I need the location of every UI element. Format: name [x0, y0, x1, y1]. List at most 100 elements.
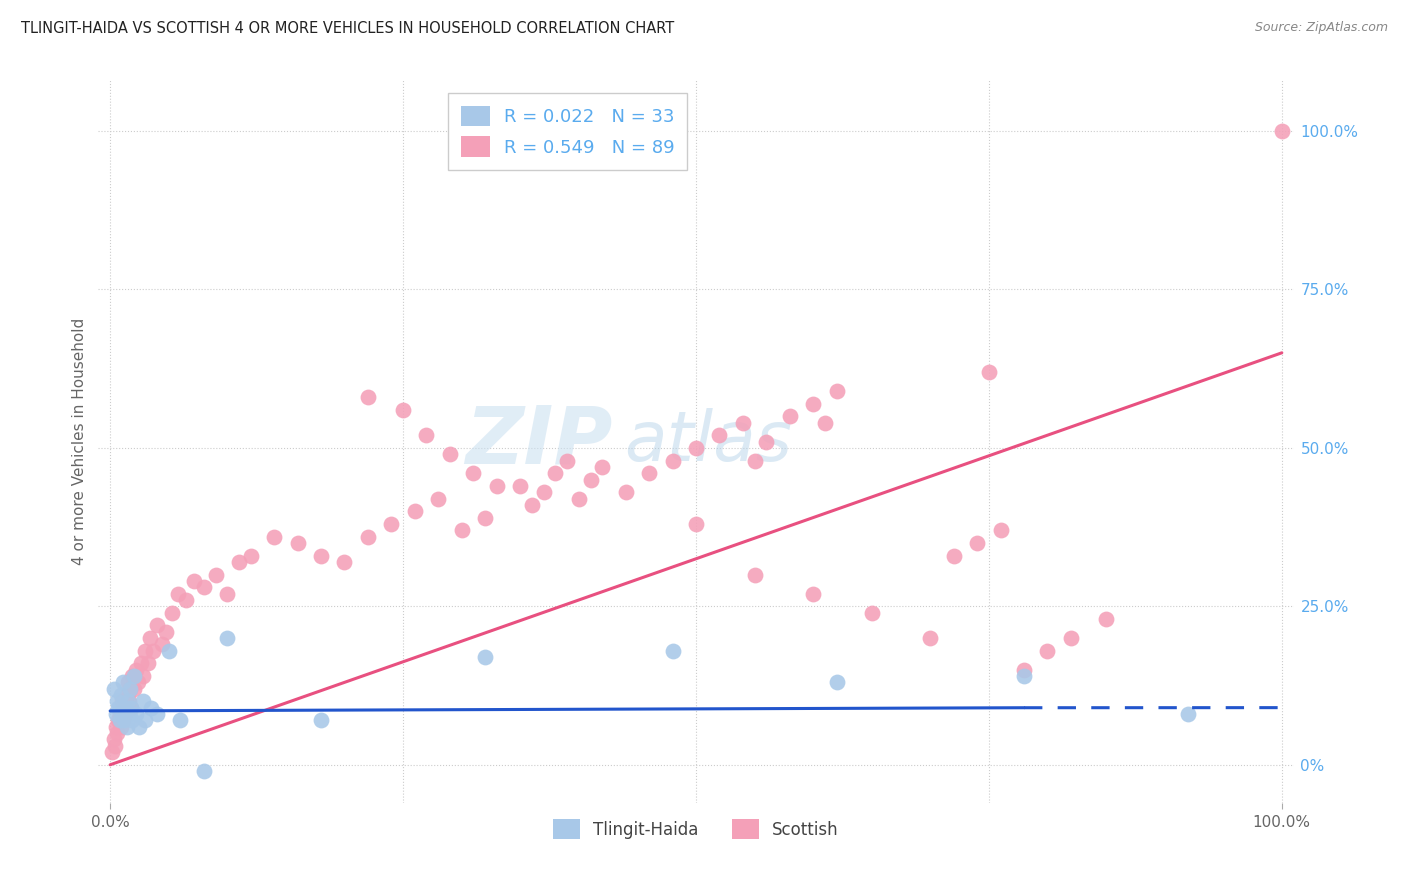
Point — [709, 428, 731, 442]
Point — [744, 567, 766, 582]
Point — [825, 675, 848, 690]
Point — [141, 700, 163, 714]
Point — [744, 453, 766, 467]
Point — [120, 681, 141, 696]
Point — [103, 732, 125, 747]
Point — [111, 707, 134, 722]
Point — [1012, 669, 1035, 683]
Point — [966, 536, 988, 550]
Point — [1060, 631, 1083, 645]
Point — [755, 434, 778, 449]
Point — [333, 555, 356, 569]
Point — [357, 390, 380, 404]
Point — [404, 504, 426, 518]
Point — [439, 447, 461, 461]
Point — [132, 669, 155, 683]
Point — [555, 453, 578, 467]
Point — [357, 530, 380, 544]
Point — [128, 720, 150, 734]
Point — [122, 669, 145, 683]
Point — [392, 402, 415, 417]
Point — [1012, 663, 1035, 677]
Point — [103, 681, 125, 696]
Point — [105, 720, 128, 734]
Point — [309, 714, 332, 728]
Text: Source: ZipAtlas.com: Source: ZipAtlas.com — [1254, 21, 1388, 35]
Point — [463, 467, 485, 481]
Point — [105, 694, 128, 708]
Point — [121, 669, 143, 683]
Point — [121, 714, 143, 728]
Point — [801, 587, 824, 601]
Point — [287, 536, 309, 550]
Point — [115, 688, 138, 702]
Point — [380, 516, 402, 531]
Point — [146, 707, 169, 722]
Point — [108, 707, 131, 722]
Point — [107, 714, 129, 728]
Point — [157, 643, 180, 657]
Point — [509, 479, 531, 493]
Point — [110, 720, 132, 734]
Point — [114, 700, 136, 714]
Point — [474, 650, 496, 665]
Point — [638, 467, 661, 481]
Point — [101, 745, 124, 759]
Point — [183, 574, 205, 588]
Point — [239, 549, 262, 563]
Point — [263, 530, 285, 544]
Point — [942, 549, 965, 563]
Point — [217, 587, 239, 601]
Point — [132, 694, 155, 708]
Point — [427, 491, 450, 506]
Point — [544, 467, 567, 481]
Point — [120, 700, 142, 714]
Point — [110, 688, 132, 702]
Point — [167, 587, 190, 601]
Point — [228, 555, 250, 569]
Point — [112, 714, 135, 728]
Point — [520, 498, 543, 512]
Point — [120, 700, 142, 714]
Point — [568, 491, 591, 506]
Point — [217, 631, 239, 645]
Point — [193, 580, 215, 594]
Point — [118, 707, 141, 722]
Point — [107, 700, 129, 714]
Point — [155, 624, 177, 639]
Point — [204, 567, 226, 582]
Point — [661, 643, 683, 657]
Text: ZIP: ZIP — [465, 402, 613, 481]
Point — [125, 707, 148, 722]
Point — [112, 675, 135, 690]
Point — [146, 618, 169, 632]
Point — [920, 631, 942, 645]
Point — [118, 694, 141, 708]
Point — [193, 764, 215, 778]
Point — [104, 739, 127, 753]
Legend: Tlingit-Haida, Scottish: Tlingit-Haida, Scottish — [543, 809, 849, 848]
Point — [127, 675, 149, 690]
Point — [122, 681, 145, 696]
Point — [105, 726, 128, 740]
Point — [120, 681, 141, 696]
Y-axis label: 4 or more Vehicles in Household: 4 or more Vehicles in Household — [72, 318, 87, 566]
Point — [990, 523, 1012, 537]
Point — [105, 707, 128, 722]
Point — [150, 637, 173, 651]
Text: TLINGIT-HAIDA VS SCOTTISH 4 OR MORE VEHICLES IN HOUSEHOLD CORRELATION CHART: TLINGIT-HAIDA VS SCOTTISH 4 OR MORE VEHI… — [21, 21, 675, 37]
Point — [779, 409, 801, 424]
Point — [136, 657, 159, 671]
Point — [162, 606, 183, 620]
Point — [129, 657, 152, 671]
Point — [814, 416, 837, 430]
Point — [685, 516, 707, 531]
Point — [731, 416, 754, 430]
Point — [614, 485, 637, 500]
Point — [860, 606, 883, 620]
Point — [134, 714, 156, 728]
Point — [111, 694, 134, 708]
Point — [533, 485, 555, 500]
Point — [825, 384, 848, 398]
Point — [450, 523, 472, 537]
